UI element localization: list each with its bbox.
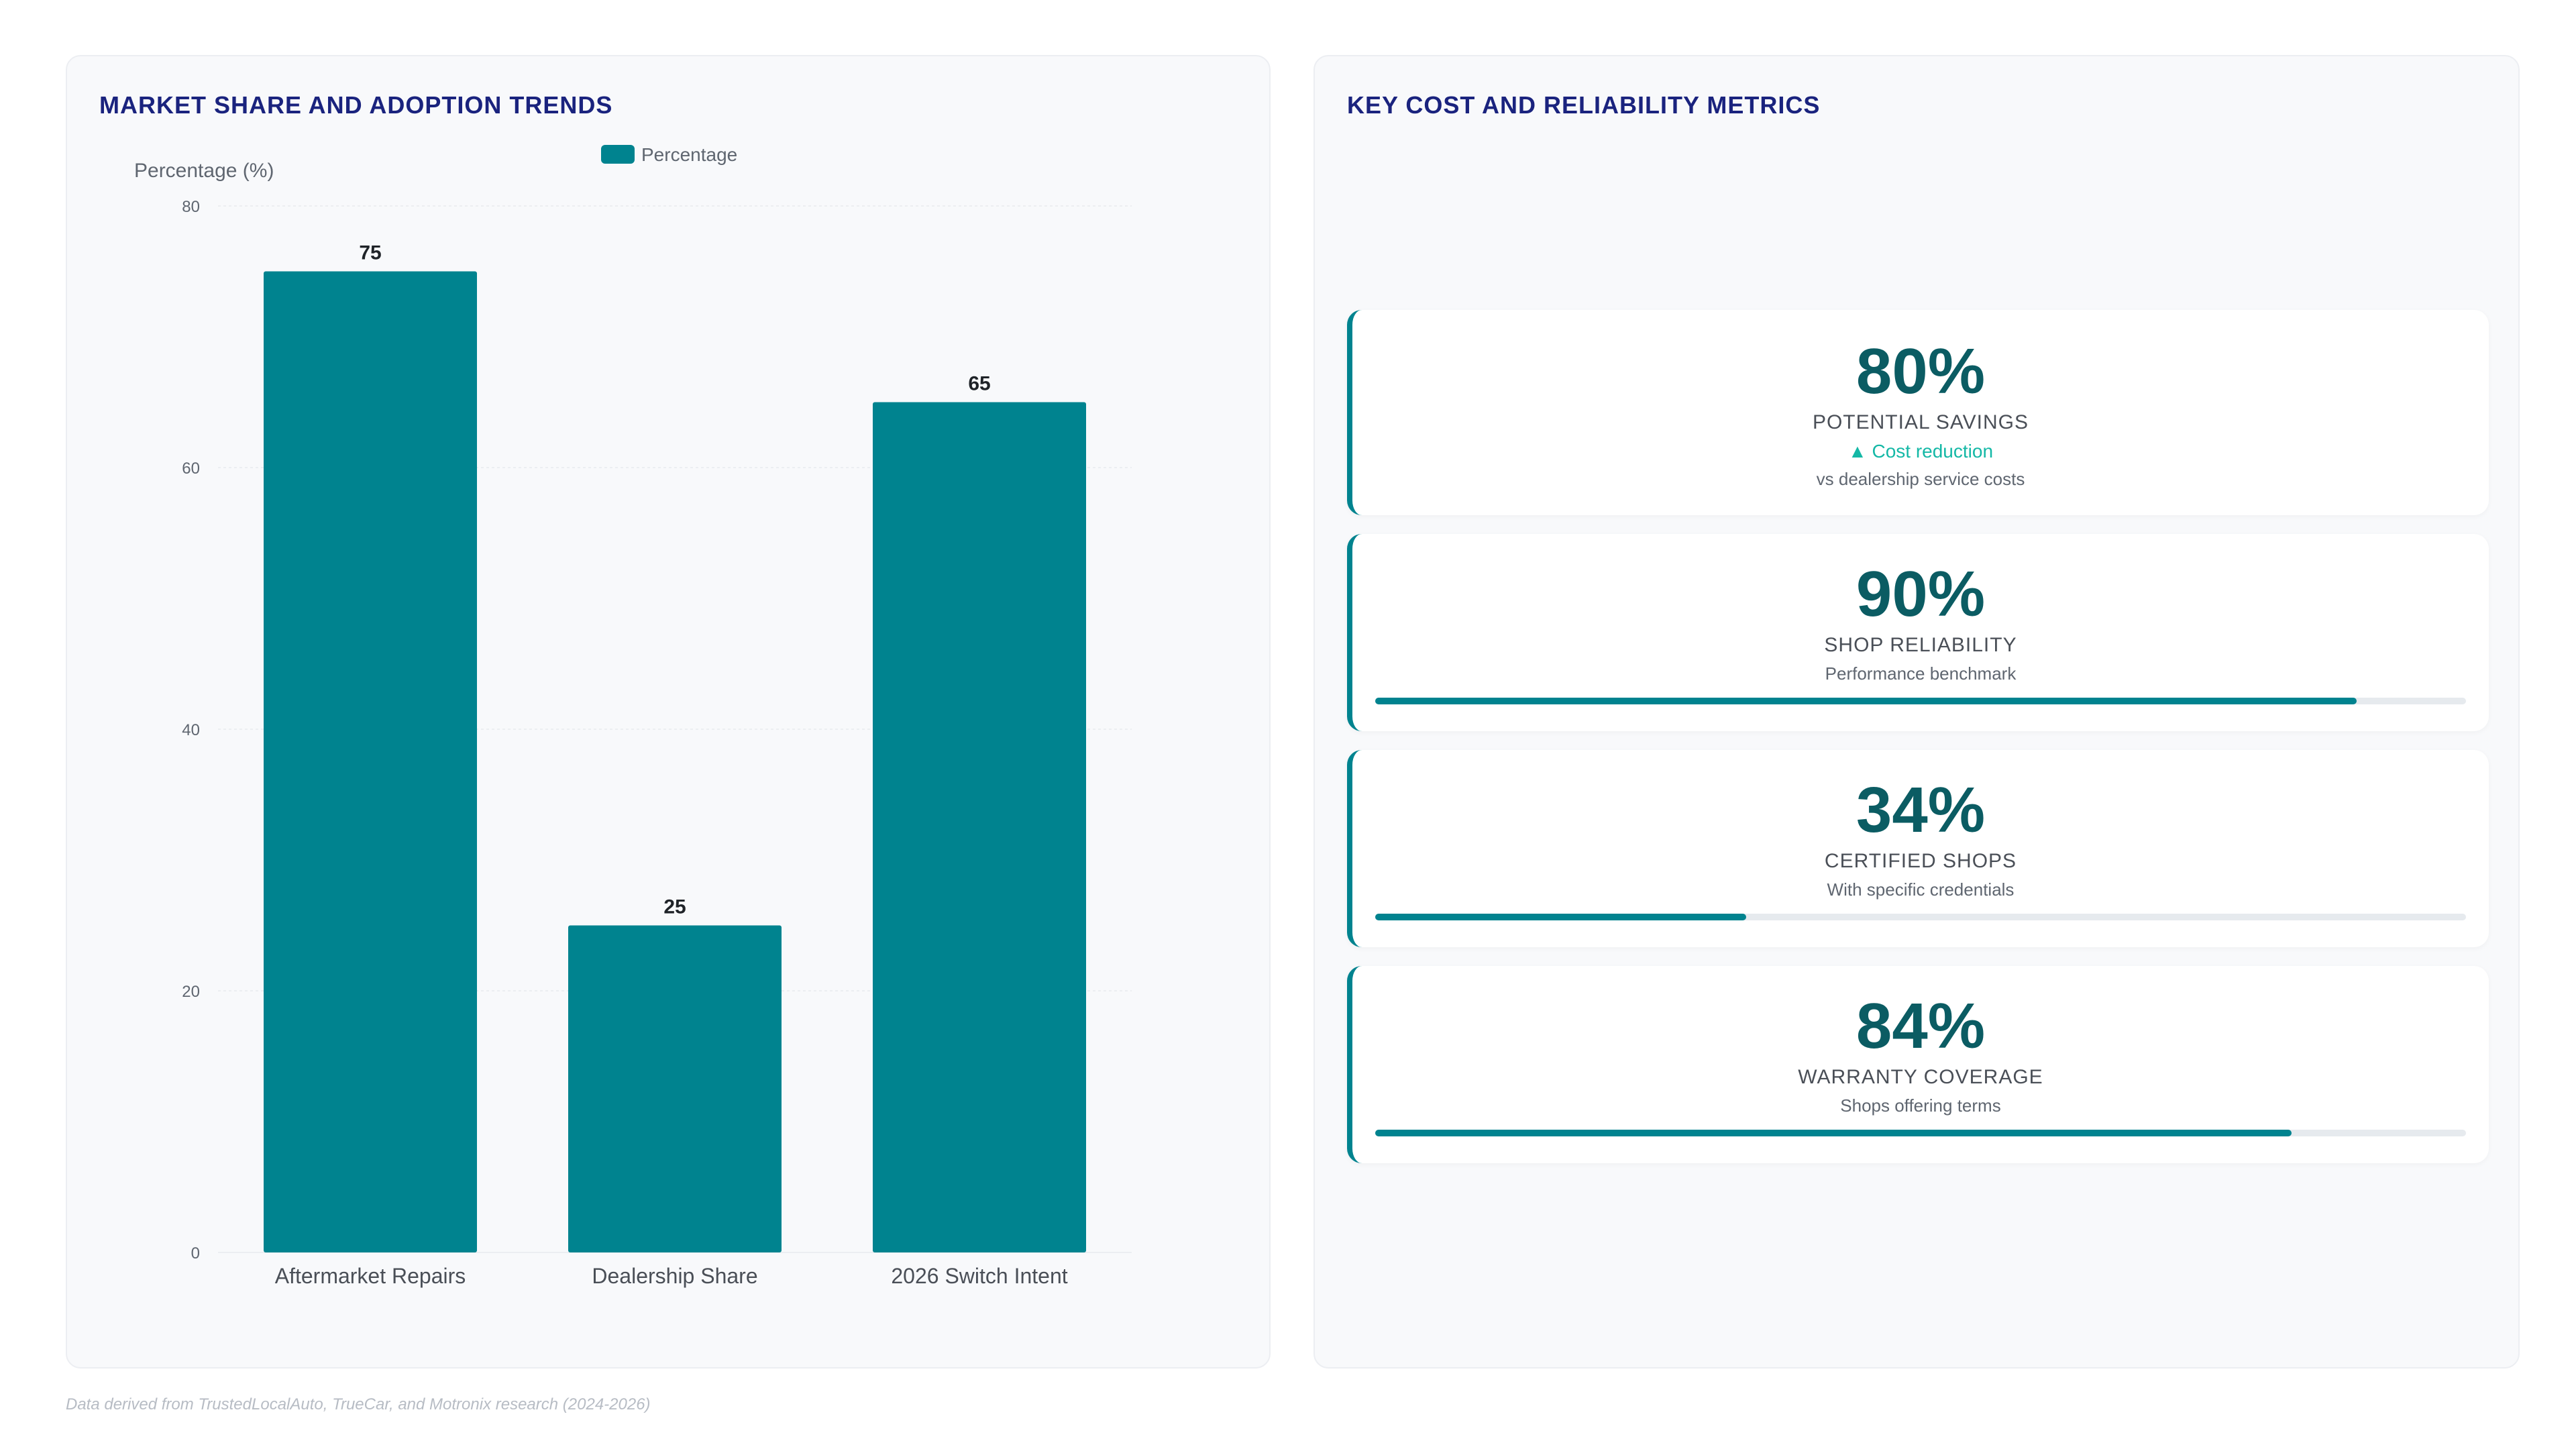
y-tick-label: 40 (182, 721, 200, 739)
metric-label: SHOP RELIABILITY (1824, 634, 2017, 656)
x-tick-label: 2026 Switch Intent (891, 1264, 1067, 1288)
y-tick-label: 80 (182, 198, 200, 216)
metric-card-potential-savings: 80% POTENTIAL SAVINGS ▲ Cost reduction v… (1347, 310, 2489, 515)
legend-swatch (601, 145, 635, 164)
metric-card-warranty-coverage: 84% WARRANTY COVERAGE Shops offering ter… (1347, 966, 2489, 1163)
bar (873, 402, 1086, 1252)
metric-card-certified-shops: 34% CERTIFIED SHOPS With specific creden… (1347, 750, 2489, 947)
bar (568, 925, 782, 1252)
metric-label: POTENTIAL SAVINGS (1812, 411, 2029, 433)
key-metrics-title: KEY COST AND RELIABILITY METRICS (1347, 91, 1821, 119)
market-share-title: MARKET SHARE AND ADOPTION TRENDS (99, 91, 613, 119)
market-share-panel: MARKET SHARE AND ADOPTION TRENDS Percent… (66, 55, 1271, 1368)
metric-note: vs dealership service costs (1816, 469, 2025, 489)
metric-trend: ▲ Cost reduction (1847, 441, 1994, 462)
key-metrics-panel: KEY COST AND RELIABILITY METRICS 80% POT… (1313, 55, 2520, 1368)
bar-value-label: 75 (359, 242, 381, 264)
metric-card-shop-reliability: 90% SHOP RELIABILITY Performance benchma… (1347, 534, 2489, 731)
x-tick-label: Aftermarket Repairs (275, 1264, 466, 1288)
x-tick-label: Dealership Share (592, 1264, 757, 1288)
metric-value: 80% (1856, 335, 1986, 407)
progress-fill (1375, 698, 2357, 704)
progress-fill (1375, 1130, 2292, 1136)
y-tick-label: 0 (191, 1244, 200, 1263)
bar-value-label: 65 (968, 373, 990, 395)
market-share-bar-chart: Percentage Percentage (%) 0 20 40 60 80 75 After… (134, 144, 1132, 1288)
metric-label: CERTIFIED SHOPS (1824, 850, 2017, 872)
metric-note: Performance benchmark (1825, 663, 2017, 684)
bar (264, 271, 477, 1252)
progress-track (1375, 1130, 2466, 1136)
bar-value-label: 25 (663, 896, 686, 918)
y-tick-label: 20 (182, 983, 200, 1001)
data-source-footnote: Data derived from TrustedLocalAuto, True… (66, 1395, 651, 1413)
progress-fill (1375, 914, 1746, 920)
y-tick-label: 60 (182, 460, 200, 478)
progress-track (1375, 914, 2466, 920)
metric-value: 90% (1856, 558, 1986, 630)
metric-label: WARRANTY COVERAGE (1798, 1066, 2043, 1088)
y-axis-title: Percentage (%) (134, 160, 274, 182)
metric-value: 84% (1856, 990, 1986, 1062)
metric-note: Shops offering terms (1840, 1095, 2001, 1116)
metric-note: With specific credentials (1827, 879, 2015, 900)
progress-track (1375, 698, 2466, 704)
legend-label: Percentage (641, 144, 737, 165)
metric-card-list: 80% POTENTIAL SAVINGS ▲ Cost reduction v… (1347, 310, 2489, 1182)
metric-value: 34% (1856, 774, 1986, 846)
